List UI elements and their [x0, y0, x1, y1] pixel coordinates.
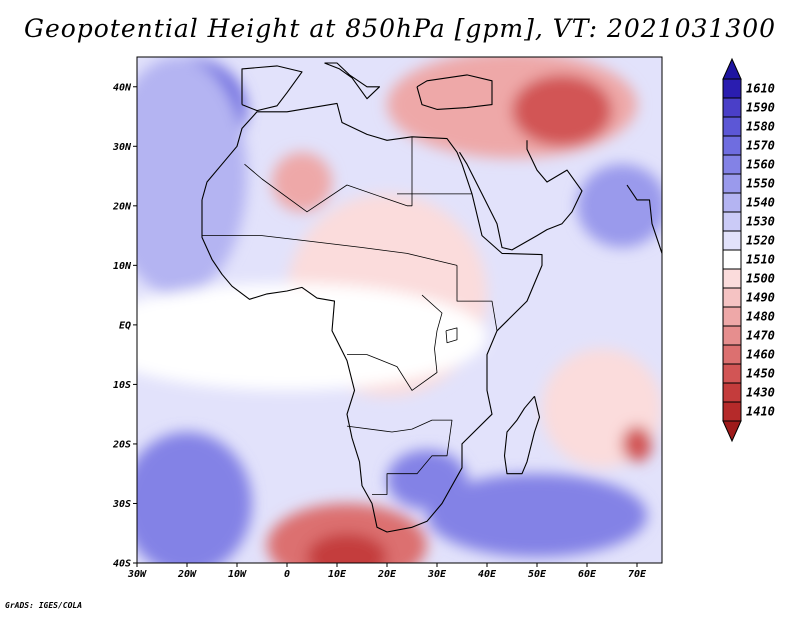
- y-tick-label: 40N: [113, 82, 132, 93]
- iberia-coastline: [241, 65, 303, 112]
- colorbar-box: [722, 363, 742, 384]
- plot-title: Geopotential Height at 850hPa [gpm], VT:…: [23, 14, 777, 43]
- x-tick-label: 10E: [328, 569, 347, 580]
- coastlines: [201, 62, 662, 533]
- colorbar-box: [722, 325, 742, 346]
- field-south-atlantic-high: [137, 432, 252, 563]
- y-tick-label: 40S: [113, 559, 131, 570]
- colorbar-box: [722, 135, 742, 156]
- field-southern-indian-high: [427, 473, 647, 558]
- field-arabian-sea-high: [577, 164, 662, 248]
- colorbar-label: 1610: [746, 82, 775, 96]
- india-coastline: [626, 184, 662, 254]
- height-field: [137, 57, 662, 563]
- field-cape-low-core: [307, 533, 387, 563]
- colorbar-label: 1520: [746, 234, 775, 248]
- madagascar-coastline: [503, 395, 541, 475]
- colorbar-label: 1550: [746, 177, 775, 191]
- colorbar-label: 1510: [746, 253, 775, 267]
- colorbar: 1610 1590 1580 1570 1560 1550 1540 1530 1520 1510…: [722, 57, 775, 443]
- colorbar-label: 1410: [746, 405, 775, 419]
- x-tick-label: 10W: [228, 569, 247, 580]
- colorbar-box: [722, 401, 742, 422]
- border-algeria-mali: [244, 163, 408, 213]
- colorbar-label: 1560: [746, 158, 775, 172]
- x-tick-label: 30W: [127, 569, 147, 580]
- colorbar-label: 1460: [746, 348, 775, 362]
- colorbar-box: [722, 116, 742, 137]
- colorbar-label: 1530: [746, 215, 775, 229]
- x-tick-label: 50E: [528, 569, 547, 580]
- y-tick-label: 10S: [113, 380, 131, 391]
- colorbar-label: 1590: [746, 101, 775, 115]
- africa-coastline: [201, 102, 543, 533]
- colorbar-box: [722, 306, 742, 327]
- x-tick-label: 20E: [377, 569, 397, 580]
- colorbar-label: 1570: [746, 139, 775, 153]
- colorbar-bottom-arrow: [722, 420, 742, 443]
- colorbar-label: 1500: [746, 272, 775, 286]
- colorbar-label: 1540: [746, 196, 775, 210]
- colorbar-box: [722, 230, 742, 251]
- credit-text: GrADS: IGES/COLA: [5, 601, 83, 610]
- colorbar-box: [722, 287, 742, 308]
- italy-coastline: [324, 62, 381, 100]
- colorbar-box: [722, 78, 742, 99]
- x-tick-label: 0: [284, 569, 290, 580]
- field-indian-ocean-low-core: [622, 426, 652, 462]
- x-tick-label: 20W: [177, 569, 197, 580]
- colorbar-label: 1470: [746, 329, 775, 343]
- field-middle-east-low-core: [512, 74, 612, 147]
- colorbar-label: 1430: [746, 386, 775, 400]
- y-tick-label: 20N: [112, 201, 132, 212]
- map-axes: 30W 20W 10W 0 10E 20E 30E 40E 50E 60E 70E 40N 30N 20N…: [112, 82, 647, 580]
- y-tick-label: 30S: [112, 499, 131, 510]
- field-blobs: [137, 57, 662, 563]
- x-tick-label: 60E: [578, 569, 597, 580]
- colorbar-top-arrow: [722, 57, 742, 80]
- colorbar-box: [722, 97, 742, 118]
- colorbar-label: 1490: [746, 291, 775, 305]
- colorbar-label: 1480: [746, 310, 775, 324]
- colorbar-label: 1450: [746, 367, 775, 381]
- y-tick-label: 30N: [112, 142, 132, 153]
- border-east: [456, 265, 498, 331]
- colorbar-box: [722, 211, 742, 232]
- x-tick-label: 40E: [478, 569, 497, 580]
- y-tick-label: 10N: [113, 261, 132, 272]
- border-namibia: [346, 419, 453, 495]
- map-frame: [136, 56, 663, 564]
- colorbar-box: [722, 249, 742, 270]
- colorbar-box: [722, 268, 742, 289]
- y-tick-label: EQ: [119, 320, 131, 331]
- colorbar-box: [722, 154, 742, 175]
- border-libya-egypt: [407, 137, 413, 207]
- arabia-coastline: [459, 140, 583, 251]
- field-tropical-ocean-band: [137, 283, 487, 391]
- colorbar-label: 1580: [746, 120, 775, 134]
- border-congo: [347, 294, 443, 391]
- border-sahel: [202, 235, 458, 266]
- turkey-coastline: [416, 74, 493, 110]
- x-tick-label: 70E: [628, 569, 647, 580]
- colorbar-box: [722, 344, 742, 365]
- border-lake-victoria: [445, 327, 458, 344]
- colorbar-box: [722, 192, 742, 213]
- colorbar-box: [722, 173, 742, 194]
- x-tick-label: 30E: [427, 569, 447, 580]
- y-tick-label: 20S: [112, 439, 131, 450]
- field-saharan-low: [272, 152, 332, 212]
- colorbar-box: [722, 382, 742, 403]
